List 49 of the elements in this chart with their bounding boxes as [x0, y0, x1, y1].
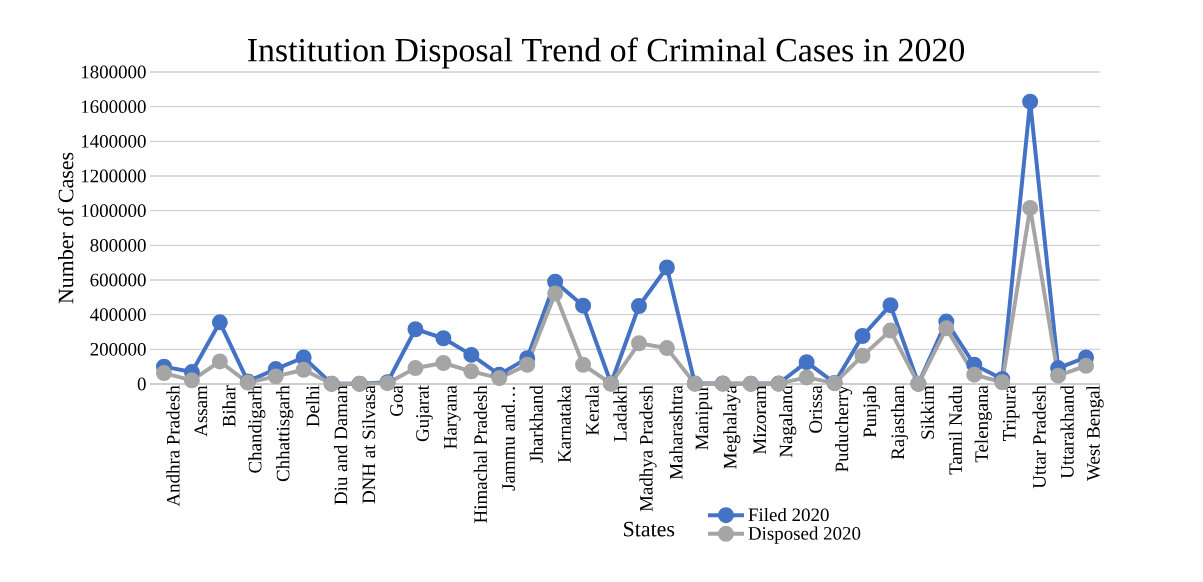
x-tick-label: Chandigarh	[248, 385, 266, 473]
x-tick-label: Telengana	[974, 385, 992, 463]
x-tick-label: Kerala	[585, 385, 599, 436]
y-tick-label: 1000000	[81, 204, 146, 218]
y-tick-label: 1200000	[81, 169, 146, 183]
x-tick-label: Diu and Daman	[333, 385, 348, 505]
x-tick-label: Punjab	[862, 385, 881, 438]
x-tick-label: Tripura	[1002, 385, 1020, 441]
y-axis-title: Number of Cases	[57, 152, 74, 304]
x-tick-label: Madhya Pradesh	[639, 385, 657, 512]
x-tick-label: Uttarakhand	[1060, 385, 1074, 479]
x-tick-label: West Bengal	[1086, 385, 1104, 481]
x-tick-label: Orissa	[809, 385, 822, 433]
x-tick-label: Puducherry	[834, 385, 853, 472]
y-tick-label: 800000	[90, 238, 146, 252]
chart-title: Institution Disposal Trend of Criminal Cases in 2020	[247, 37, 965, 69]
x-tick-label: Uttar Pradesh	[1032, 385, 1046, 489]
y-tick-label: 400000	[90, 308, 146, 322]
y-tick-label: 1400000	[81, 134, 146, 148]
x-tick-label: Nagaland	[779, 385, 797, 458]
y-tick-label: 1800000	[81, 65, 146, 79]
y-tick-label: 200000	[90, 342, 146, 356]
x-tick-label: Jammu and…	[501, 387, 515, 491]
x-tick-label: Ladakh	[613, 385, 627, 442]
y-tick-label: 0	[137, 377, 146, 391]
x-axis-title: States	[624, 521, 675, 537]
x-tick-label: Assam	[194, 385, 208, 437]
x-tick-label: Karnataka	[557, 385, 571, 463]
x-tick-label: Chhattisgarh	[276, 385, 294, 482]
x-tick-label: Tamil Nadu	[948, 385, 962, 475]
x-tick-label: Delhi	[306, 385, 320, 427]
legend-label: Disposed 2020	[748, 526, 861, 544]
x-tick-label: Bihar	[222, 385, 236, 427]
x-tick-label: Maharashtra	[669, 385, 683, 480]
x-tick-label: Jharkhand	[529, 385, 543, 463]
x-tick-label: Himachal Pradesh	[473, 385, 487, 523]
x-tick-label: Sikkim	[920, 385, 935, 439]
x-tick-label: DNH at Silvasa	[361, 385, 376, 504]
x-tick-label: Gujarat	[416, 385, 433, 442]
y-tick-label: 1600000	[81, 100, 146, 114]
legend-label: Filed 2020	[748, 507, 829, 522]
y-tick-label: 600000	[90, 273, 146, 287]
x-tick-label: Goa	[390, 385, 403, 416]
x-tick-label: Manipur	[695, 385, 713, 450]
x-tick-label: Haryana	[444, 385, 461, 449]
x-tick-label: Mizoram	[753, 385, 767, 455]
x-tick-label: Andhra Pradesh	[166, 385, 180, 507]
x-tick-label: Rajasthan	[890, 385, 909, 460]
x-tick-label: Meghalaya	[723, 385, 741, 469]
